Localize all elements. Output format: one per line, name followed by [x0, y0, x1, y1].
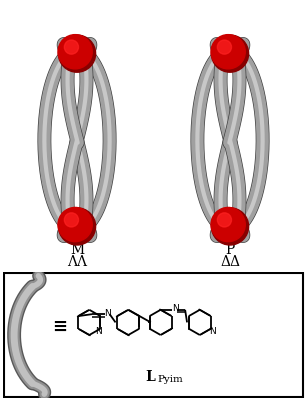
- Circle shape: [64, 40, 79, 54]
- Text: N: N: [209, 327, 216, 336]
- Text: ≡: ≡: [52, 318, 67, 336]
- Text: M: M: [70, 243, 84, 257]
- Circle shape: [211, 208, 245, 242]
- Circle shape: [211, 35, 245, 69]
- Circle shape: [59, 208, 95, 245]
- Text: N: N: [104, 309, 111, 318]
- Circle shape: [58, 35, 92, 69]
- Circle shape: [59, 35, 95, 72]
- Text: P: P: [225, 243, 235, 257]
- Circle shape: [217, 40, 232, 54]
- Text: L: L: [145, 370, 155, 384]
- Circle shape: [211, 35, 249, 72]
- Text: Pyim: Pyim: [158, 375, 184, 384]
- Text: N: N: [172, 304, 179, 313]
- Text: ΔΔ: ΔΔ: [220, 255, 240, 269]
- Circle shape: [64, 213, 79, 227]
- Text: N: N: [95, 327, 102, 336]
- Circle shape: [217, 213, 232, 227]
- Circle shape: [58, 208, 92, 242]
- Circle shape: [211, 208, 249, 245]
- Text: ΛΛ: ΛΛ: [67, 255, 87, 269]
